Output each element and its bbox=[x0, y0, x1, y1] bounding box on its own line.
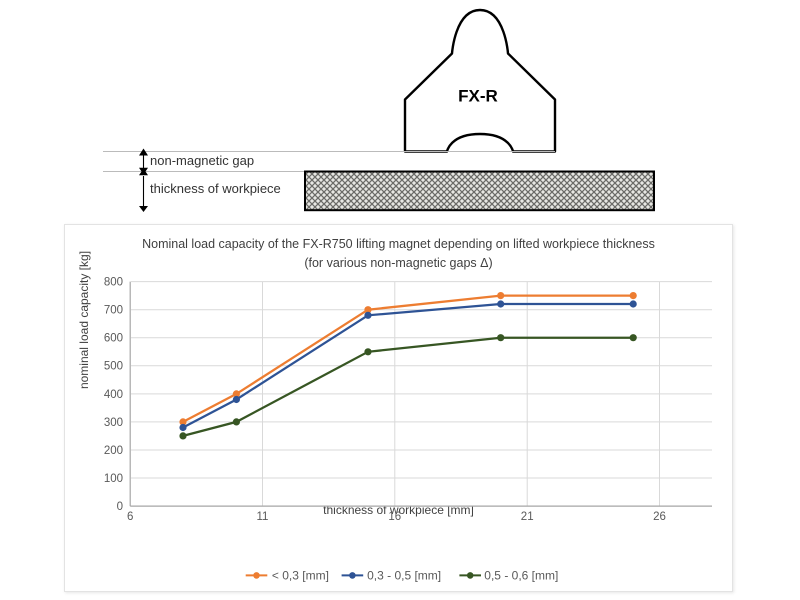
svg-text:FX-R: FX-R bbox=[458, 87, 498, 106]
svg-text:< 0,3 [mm]: < 0,3 [mm] bbox=[272, 568, 329, 582]
svg-text:non-magnetic gap: non-magnetic gap bbox=[150, 153, 254, 168]
svg-text:0,3 - 0,5 [mm]: 0,3 - 0,5 [mm] bbox=[367, 568, 441, 582]
svg-text:thickness of workpiece: thickness of workpiece bbox=[150, 181, 281, 196]
svg-text:0,5 - 0,6 [mm]: 0,5 - 0,6 [mm] bbox=[484, 568, 558, 582]
